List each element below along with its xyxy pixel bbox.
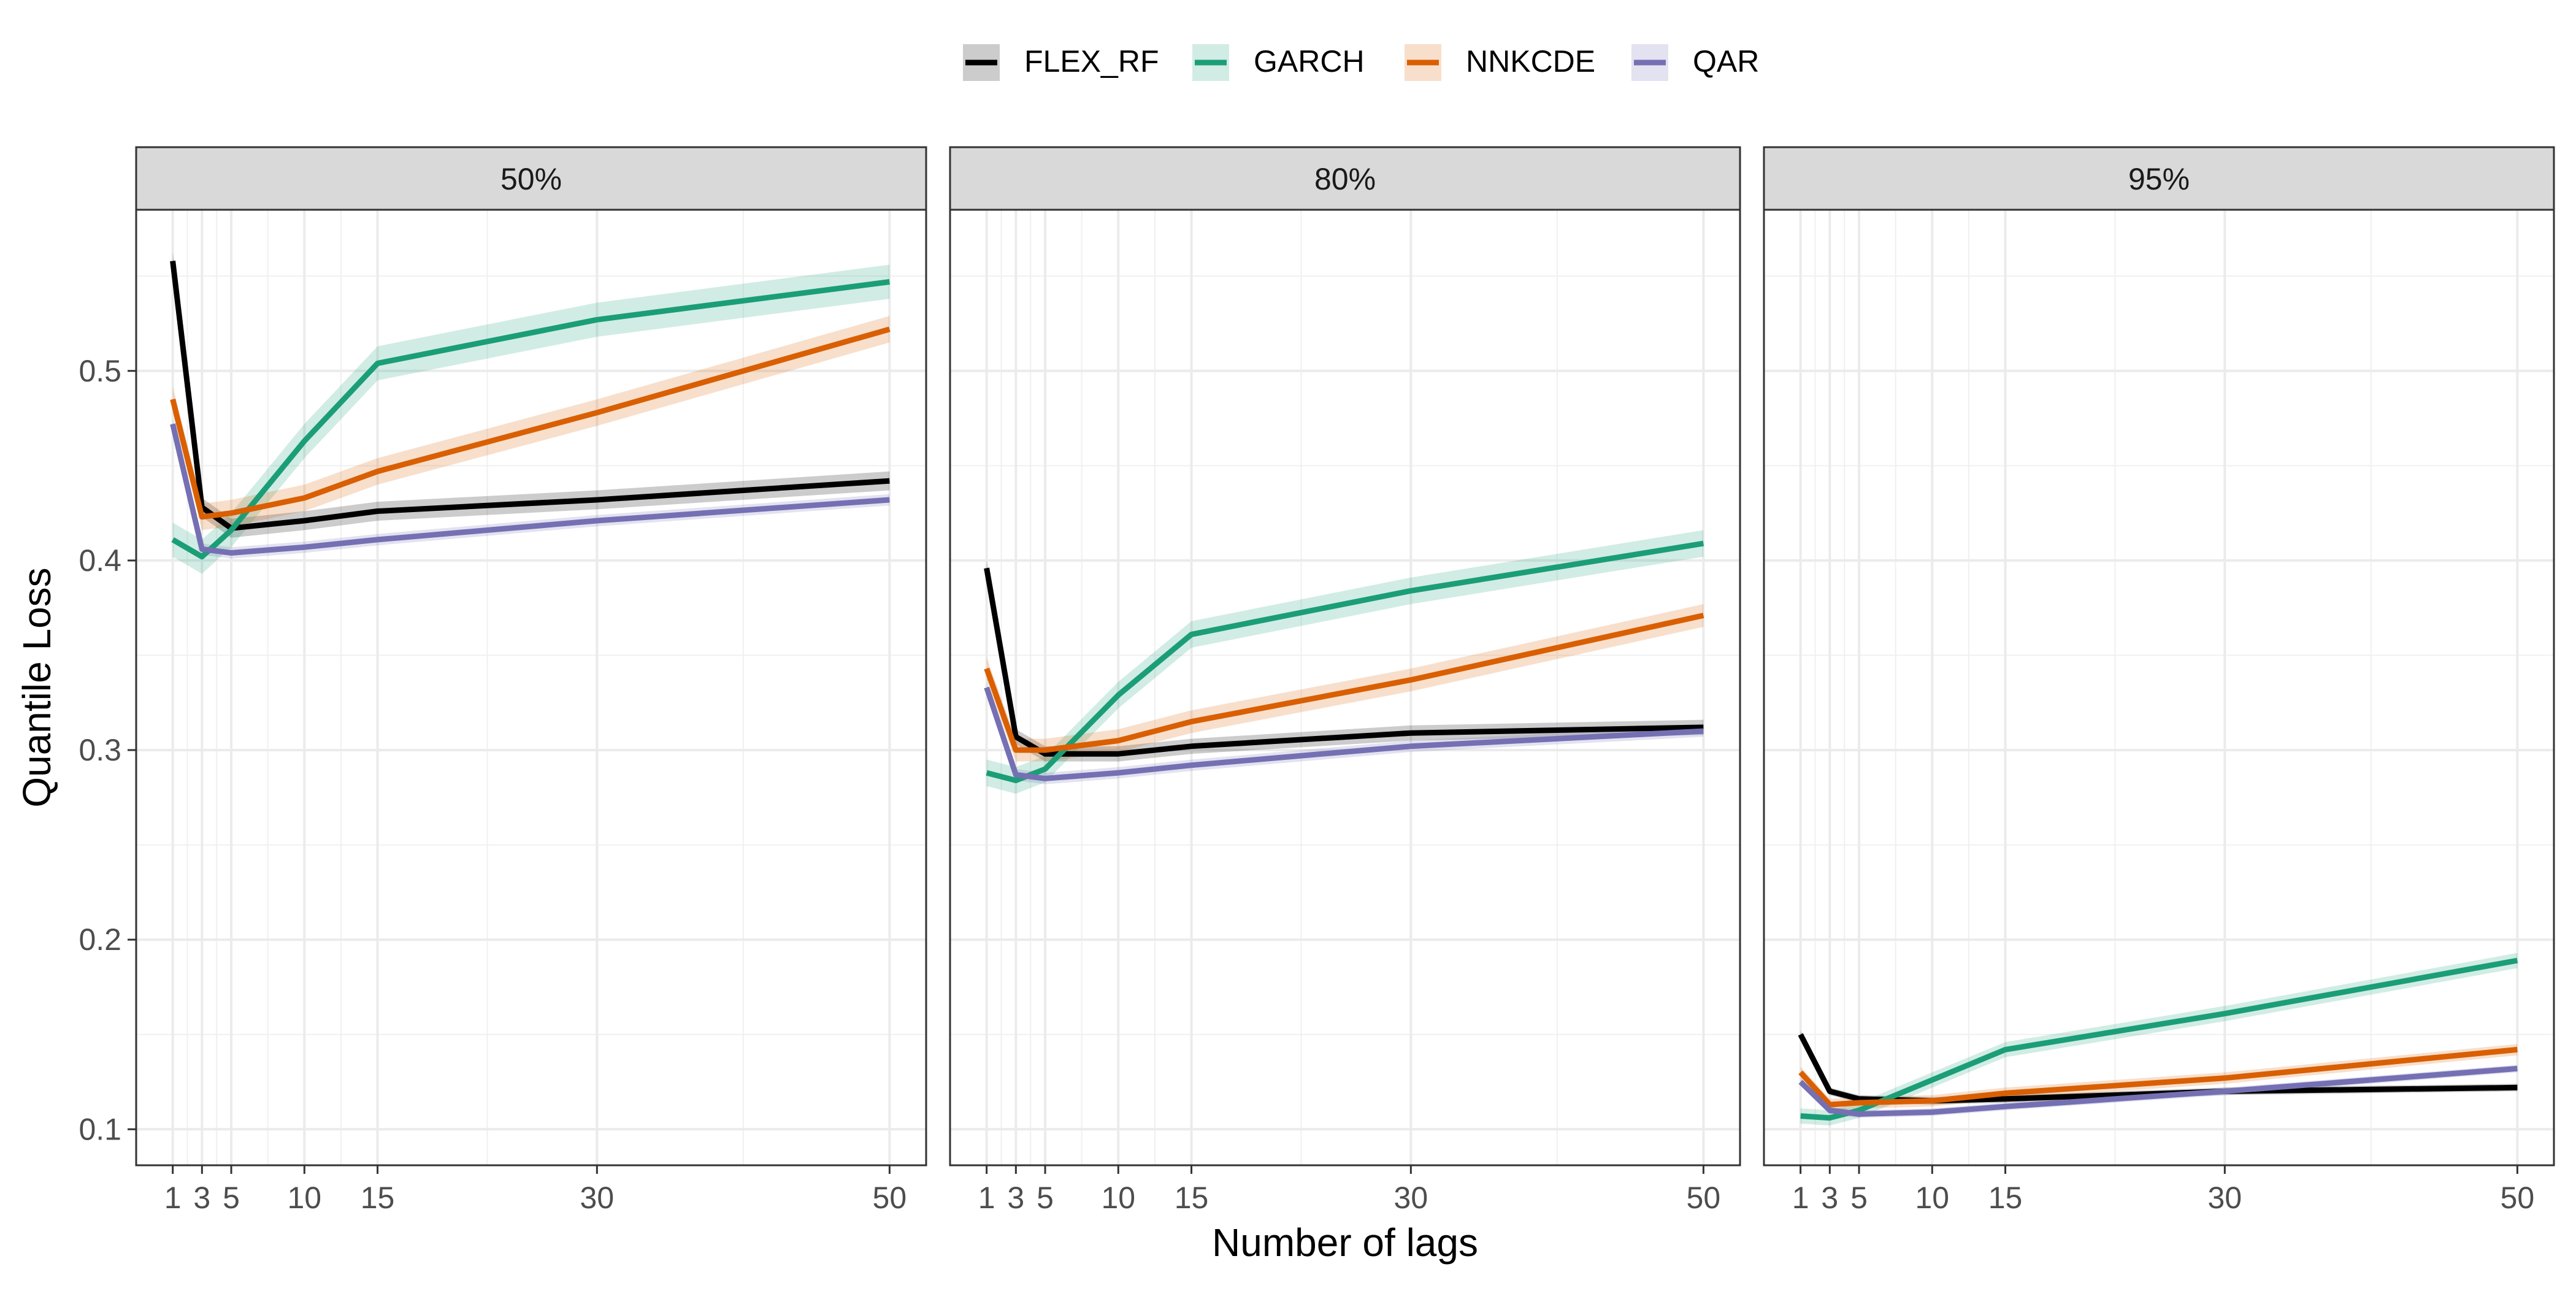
legend-label-flex-rf: FLEX_RF (1024, 44, 1159, 79)
x-tick-label: 1 (978, 1181, 995, 1215)
y-tick-label: 0.5 (79, 354, 121, 388)
series-line-garch (171, 279, 890, 560)
ribbon-nnkcde (986, 604, 1704, 762)
panel-border (135, 209, 927, 1166)
panel-title: 95% (2128, 162, 2190, 196)
x-tick-label: 5 (223, 1181, 240, 1215)
x-tick-label: 3 (1007, 1181, 1024, 1215)
x-tick-label: 10 (1101, 1181, 1135, 1215)
x-tick-label: 1 (164, 1181, 182, 1215)
legend-item-flex-rf: FLEX_RF (963, 44, 1159, 81)
series-line-nnkcde (170, 326, 891, 520)
x-tick-label: 5 (1850, 1181, 1868, 1215)
panel-title: 50% (500, 162, 562, 196)
x-tick-label: 15 (361, 1181, 395, 1215)
x-tick-label: 10 (1915, 1181, 1949, 1215)
legend-item-garch: GARCH (1192, 44, 1365, 81)
x-tick-label: 15 (1175, 1181, 1209, 1215)
y-axis-title: Quantile Loss (15, 567, 59, 807)
x-tick-label: 30 (580, 1181, 615, 1215)
panel-80: 80% 1 3 5 10 15 30 50 (949, 146, 1741, 1215)
ribbon-garch (172, 264, 890, 574)
panel-strip (1763, 146, 2555, 211)
legend-label-qar: QAR (1693, 44, 1759, 79)
series-line-flex-rf (984, 567, 1704, 757)
y-tick-label: 0.3 (79, 733, 121, 767)
series-line-qar (170, 423, 890, 556)
grid (1764, 210, 2554, 1165)
x-tick-label: 15 (1988, 1181, 2023, 1215)
ribbon-nnkcde (172, 316, 890, 531)
panel-border (1763, 209, 2555, 1166)
x-tick-label: 3 (193, 1181, 210, 1215)
x-axis-title: Number of lags (1212, 1220, 1478, 1265)
x-tick-label: 50 (1687, 1181, 1721, 1215)
ribbon-qar (986, 681, 1704, 784)
legend-item-nnkcde: NNKCDE (1405, 44, 1595, 81)
ribbon-flex-rf (1800, 1030, 2518, 1105)
panel-border (949, 209, 1741, 1166)
y-tick-label: 0.1 (79, 1112, 121, 1146)
legend: FLEX_RF GARCH NNKCDE QAR (963, 44, 1759, 81)
panel-95: 95% 1 3 5 10 15 30 50 (1763, 146, 2555, 1215)
x-tick-label: 1 (1792, 1181, 1809, 1215)
series-group (1798, 952, 2518, 1126)
legend-item-qar: QAR (1631, 44, 1759, 81)
legend-label-nnkcde: NNKCDE (1466, 44, 1595, 79)
series-line-garch (986, 540, 1704, 783)
x-tick-label: 10 (287, 1181, 321, 1215)
x-tick-label: 3 (1821, 1181, 1838, 1215)
panel-strip (135, 146, 927, 211)
x-tick-label: 30 (1394, 1181, 1428, 1215)
series-line-garch (1800, 957, 2518, 1121)
series-line-nnkcde (984, 613, 1704, 753)
x-tick-label: 50 (2501, 1181, 2535, 1215)
y-tick-label: 0.4 (79, 543, 121, 578)
panel-title: 80% (1314, 162, 1376, 196)
grid (136, 210, 926, 1165)
panel-50: 50% 1 3 5 10 15 30 50 (135, 146, 927, 1215)
y-tick-label: 0.2 (79, 922, 121, 957)
series-line-qar (1798, 1065, 2518, 1117)
ribbon-garch (1800, 952, 2518, 1126)
x-tick-label: 50 (873, 1181, 907, 1215)
series-group (984, 530, 1704, 794)
x-tick-label: 5 (1037, 1181, 1054, 1215)
x-tick-label: 30 (2208, 1181, 2242, 1215)
series-line-nnkcde (1798, 1046, 2518, 1108)
legend-label-garch: GARCH (1254, 44, 1365, 79)
series-line-qar (984, 686, 1704, 781)
grid (950, 210, 1740, 1165)
ribbon-qar (172, 418, 890, 559)
series-group (170, 251, 891, 574)
